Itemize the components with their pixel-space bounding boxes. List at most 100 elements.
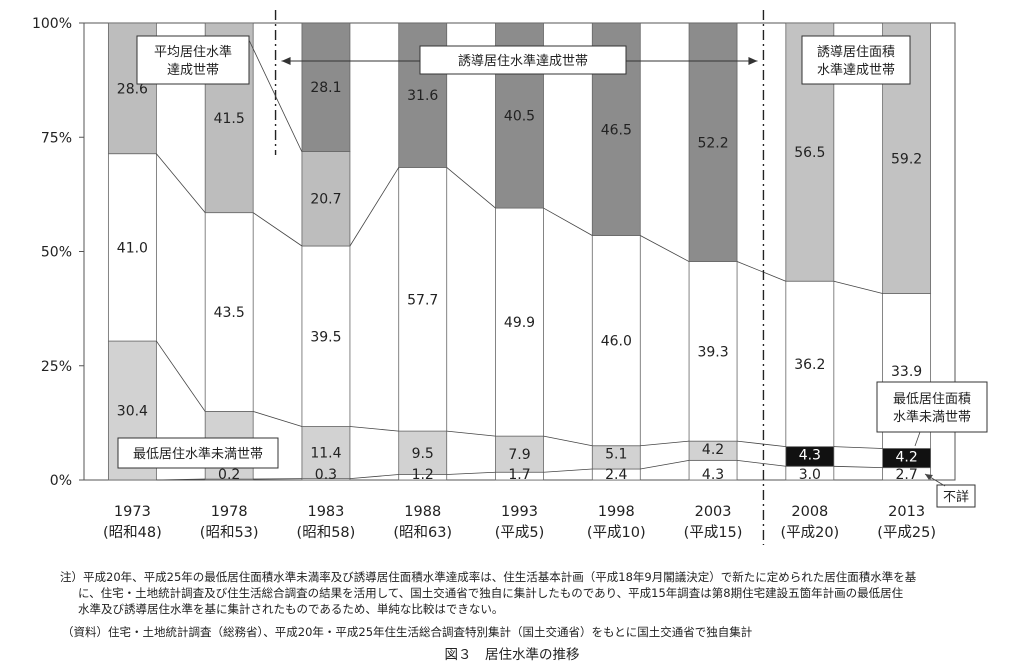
value-label-unknown: 2.7 <box>895 467 917 483</box>
footnote-line-1: 注）平成20年、平成25年の最低居住面積水準未満率及び誘導居住面積水準達成率は、… <box>60 570 917 584</box>
x-tick-label-year: 1983 <box>307 504 344 520</box>
bar-segment-middle <box>785 280 835 448</box>
connector-middle-top <box>640 235 690 262</box>
x-tick-label-era: (昭和63) <box>393 524 452 541</box>
x-tick-label-year: 1988 <box>404 504 441 520</box>
bar-segment-middle <box>301 245 351 427</box>
x-tick-label-era: (平成25) <box>877 524 936 541</box>
figure-caption: 図３ 居住水準の推移 <box>444 647 580 663</box>
guidance-level-box-text: 誘導居住水準達成世帯 <box>458 53 588 69</box>
bar-segment-top_guidance <box>301 22 351 152</box>
value-label-middle: 43.5 <box>214 305 245 321</box>
x-tick-label-era: (平成10) <box>587 524 646 541</box>
value-label-middle: 49.9 <box>504 315 535 331</box>
connector-middle-top <box>446 167 496 209</box>
value-label-middle: 39.5 <box>310 329 341 345</box>
value-label-unknown: 0.2 <box>218 467 240 483</box>
value-label-unknown: 1.2 <box>412 467 434 483</box>
y-tick-label: 25% <box>41 359 72 375</box>
minimum-level-box-text: 最低居住水準未満世帯 <box>133 446 263 462</box>
unknown-box <box>936 484 976 508</box>
minimum-area-box-text: 水準未満世帯 <box>893 409 971 425</box>
value-labels: 30.441.028.60.214.843.541.50.311.439.520… <box>117 80 922 483</box>
connector-unknown-top <box>833 465 883 469</box>
value-label-minimum_below: 5.1 <box>605 447 627 463</box>
x-tick-label-year: 1998 <box>598 504 635 520</box>
connector-unknown-top <box>446 471 496 475</box>
x-tick-label-year: 1973 <box>114 504 151 520</box>
average-level-box-text: 達成世帯 <box>167 63 219 78</box>
minimum-area-box <box>876 381 988 433</box>
y-tick-label: 100% <box>32 16 72 32</box>
x-tick-label-era: (平成15) <box>684 524 743 541</box>
bar-segment-middle <box>204 212 254 412</box>
connector-minimum-top <box>737 440 786 448</box>
x-tick-label-year: 1978 <box>211 504 248 520</box>
connector-minimum-top <box>543 435 593 447</box>
y-tick-label: 75% <box>41 130 72 146</box>
bar-segment-minimum_below <box>398 430 448 475</box>
average-box-leader <box>248 39 303 153</box>
value-label-middle: 41.0 <box>117 240 148 256</box>
connector-unknown-top <box>349 474 399 480</box>
value-label-top_area: 59.2 <box>891 151 922 167</box>
value-label-unknown: 4.3 <box>702 467 724 483</box>
connector-minimum-top <box>156 340 206 412</box>
y-tick-label: 50% <box>41 245 72 261</box>
value-label-middle: 39.3 <box>697 344 728 360</box>
connector-minimum-top <box>446 430 496 437</box>
bars-layer <box>107 22 932 481</box>
source-note: （資料）住宅・土地統計調査（総務省）、平成20年・平成25年住生活総合調査特別集… <box>62 625 753 639</box>
value-label-middle: 57.7 <box>407 292 438 308</box>
value-label-middle: 33.9 <box>891 364 922 380</box>
x-tick-label-era: (平成20) <box>780 524 839 541</box>
connector-unknown-top <box>737 459 786 467</box>
connector-unknown-top <box>543 468 593 473</box>
minimum-level-box <box>117 437 279 469</box>
bar-segment-middle <box>591 235 641 447</box>
x-tick-label-era: (平成5) <box>495 524 545 541</box>
connector-minimum-top <box>349 426 399 432</box>
value-label-top_guidance: 52.2 <box>697 135 728 151</box>
bar-segment-top_average <box>301 151 351 247</box>
x-tick-label-year: 1993 <box>501 504 538 520</box>
average-level-box-text: 平均居住水準 <box>154 44 232 60</box>
value-label-unknown: 0.3 <box>315 467 337 483</box>
connector-lines <box>156 153 883 481</box>
bar-segment-middle <box>688 261 738 442</box>
area-level-box-text: 水準達成世帯 <box>817 62 895 78</box>
x-tick-label-year: 2013 <box>888 504 925 520</box>
connector-middle-top <box>349 167 400 247</box>
minimum-area-leader <box>914 431 921 447</box>
value-label-top_guidance: 28.1 <box>310 80 341 96</box>
value-label-minimum_below: 30.4 <box>117 404 148 420</box>
unknown-box-text: 不詳 <box>943 489 969 505</box>
minimum-area-box-text: 最低居住面積 <box>893 392 971 407</box>
value-label-minimum_below: 11.4 <box>310 446 341 462</box>
value-label-top_average: 28.6 <box>117 81 148 97</box>
connector-middle-top <box>543 207 593 236</box>
value-label-top_guidance: 40.5 <box>504 109 535 125</box>
value-label-unknown: 2.4 <box>605 467 627 483</box>
connector-minimum-top <box>640 440 690 447</box>
value-label-minimum_area_below: 4.2 <box>895 449 917 465</box>
bar-segment-middle <box>398 167 448 432</box>
value-label-middle: 36.2 <box>794 357 825 373</box>
footnote-line-2: に、住宅・土地統計調査及び住生活総合調査の結果を活用して、国土交通省で独自に集計… <box>78 586 904 600</box>
average-level-box <box>136 35 250 85</box>
connector-middle-top <box>156 153 206 213</box>
value-label-middle: 46.0 <box>601 334 632 350</box>
housing-level-chart: 30.441.028.60.214.843.541.50.311.439.520… <box>32 10 988 545</box>
area-level-box <box>801 35 911 85</box>
x-tick-label-year: 2003 <box>695 504 732 520</box>
connector-middle-top <box>833 280 883 294</box>
axes-layer: 0% 25% 50% 75% 100% 1973 (昭和48) 1978 (昭和53) 1983 (… <box>32 16 936 541</box>
x-tick-label-year: 2008 <box>791 504 828 520</box>
arrow-head-right <box>748 57 758 65</box>
x-tick-label-era: (昭和53) <box>200 524 259 541</box>
value-label-top_area: 56.5 <box>794 145 825 161</box>
connector-minimum-top <box>253 411 303 427</box>
y-tick-label: 0% <box>50 473 72 489</box>
value-label-unknown: 3.0 <box>799 467 821 483</box>
